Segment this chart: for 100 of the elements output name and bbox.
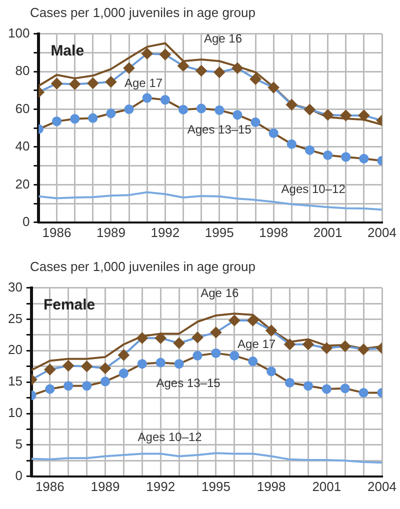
point <box>51 78 62 90</box>
point <box>82 381 92 391</box>
x-tick-label: 1986 <box>42 224 72 240</box>
point <box>284 378 295 388</box>
point <box>174 338 185 349</box>
text: Male <box>50 42 84 60</box>
point <box>87 78 98 89</box>
point <box>268 128 278 138</box>
point <box>178 60 189 72</box>
point <box>196 65 207 76</box>
y-tick-label: 5 <box>15 436 22 452</box>
y-axis-title: Cases per 1,000 juveniles in age group <box>29 258 256 276</box>
point <box>322 384 332 394</box>
point <box>321 342 332 354</box>
point <box>214 66 225 78</box>
point <box>155 332 166 344</box>
point <box>250 74 262 85</box>
point <box>358 110 370 121</box>
x-tick-label: 1989 <box>96 224 126 240</box>
point <box>250 117 260 128</box>
y-tick-label: 30 <box>8 279 22 294</box>
point <box>124 104 134 114</box>
point <box>88 113 98 123</box>
point <box>160 49 171 60</box>
point <box>247 314 258 326</box>
x-tick-label: 1995 <box>201 478 230 494</box>
point <box>322 150 333 160</box>
point <box>136 332 148 344</box>
y-tick-label: 20 <box>15 176 30 192</box>
point <box>358 388 368 398</box>
point <box>268 82 280 94</box>
x-tick-label: 1998 <box>256 478 286 494</box>
point <box>232 62 243 74</box>
text: Female <box>43 296 96 314</box>
series-label: Ages 13–15 <box>156 376 221 390</box>
point <box>142 93 152 103</box>
y-tick-label: 40 <box>15 138 30 154</box>
point <box>304 145 315 155</box>
point <box>64 381 74 391</box>
point <box>106 108 116 118</box>
point <box>230 350 240 360</box>
point <box>124 62 135 74</box>
point <box>137 359 147 369</box>
point <box>174 359 184 369</box>
y-tick-label: 20 <box>8 342 22 358</box>
y-tick-label: 0 <box>15 468 22 483</box>
point <box>286 99 298 110</box>
point <box>69 78 80 90</box>
series-label: Age 16 <box>204 31 242 46</box>
y-tick-label: 80 <box>15 63 30 78</box>
point <box>70 114 80 124</box>
series-label: Age 17 <box>238 336 276 351</box>
y-tick-label: 15 <box>8 374 22 389</box>
x-tick-label: 1992 <box>146 478 176 494</box>
y-tick-label: 0 <box>22 214 30 229</box>
x-tick-label: 2001 <box>312 478 342 494</box>
point <box>248 356 258 366</box>
x-tick-label: 2004 <box>368 478 396 494</box>
x-tick-label: 1992 <box>150 224 180 240</box>
y-tick-label: 100 <box>8 25 30 40</box>
point <box>284 338 296 350</box>
x-tick-label: 2004 <box>368 224 396 240</box>
series-label: Ages 10–12 <box>138 430 202 444</box>
point <box>322 109 334 120</box>
x-tick-label: 1995 <box>204 224 234 240</box>
point <box>286 139 296 149</box>
point <box>232 110 242 120</box>
point <box>304 104 316 116</box>
point <box>340 110 352 121</box>
point <box>358 344 370 355</box>
point <box>266 366 276 376</box>
point <box>211 348 221 358</box>
point <box>178 104 188 114</box>
series-label: Age 17 <box>124 76 163 90</box>
point <box>196 104 206 114</box>
y-tick-label: 10 <box>8 405 22 420</box>
point <box>341 152 351 162</box>
point <box>214 105 224 115</box>
point <box>45 384 55 394</box>
point <box>118 350 130 361</box>
series-label: Age 16 <box>200 286 239 300</box>
point <box>160 95 170 105</box>
point <box>142 48 153 60</box>
point <box>100 362 111 374</box>
x-tick-label: 2001 <box>313 224 342 240</box>
point <box>340 340 351 352</box>
y-tick-label: 25 <box>8 310 22 326</box>
point <box>210 326 222 338</box>
y-axis-title: Cases per 1,000 juveniles in age group <box>29 4 256 22</box>
point <box>44 364 56 376</box>
point <box>62 360 74 372</box>
point <box>303 381 313 391</box>
point <box>118 368 129 378</box>
point <box>81 360 92 372</box>
point <box>105 76 116 88</box>
point <box>359 154 369 164</box>
point <box>266 325 277 336</box>
point <box>100 376 110 386</box>
series-label: Ages 13–15 <box>187 122 252 136</box>
point <box>228 314 240 326</box>
